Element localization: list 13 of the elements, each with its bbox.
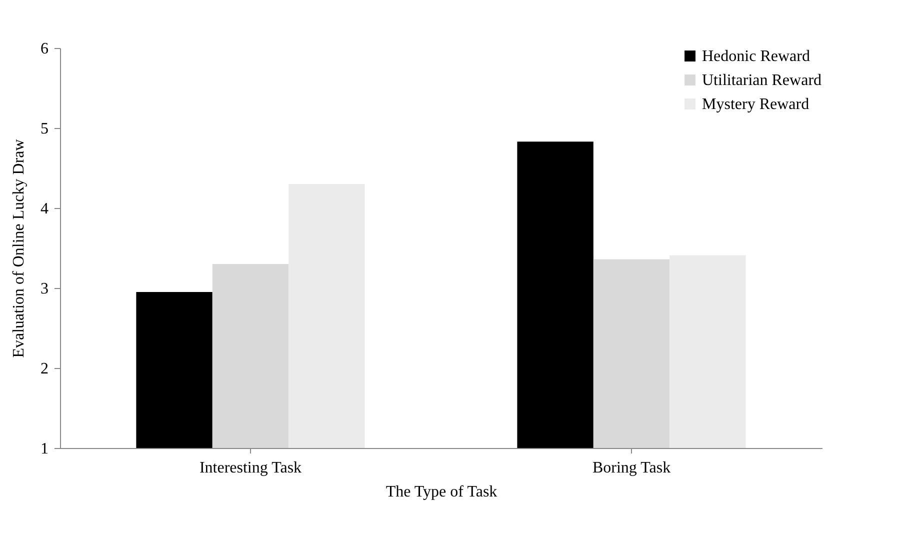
- y-tick-label: 3: [40, 280, 48, 298]
- y-axis-title: Evaluation of Online Lucky Draw: [10, 138, 28, 358]
- x-axis-title: The Type of Task: [386, 484, 498, 500]
- legend-label: Mystery Reward: [702, 96, 810, 113]
- legend-label: Utilitarian Reward: [702, 72, 822, 89]
- x-tick-label: Boring Task: [592, 460, 671, 476]
- y-tick-label: 1: [40, 440, 48, 458]
- y-tick-label: 5: [40, 120, 48, 138]
- legend-label: Hedonic Reward: [702, 48, 810, 65]
- y-tick-label: 6: [40, 40, 48, 58]
- x-tick-label: Interesting Task: [199, 460, 302, 476]
- y-tick-label: 4: [40, 200, 48, 218]
- y-tick-label: 2: [40, 360, 48, 378]
